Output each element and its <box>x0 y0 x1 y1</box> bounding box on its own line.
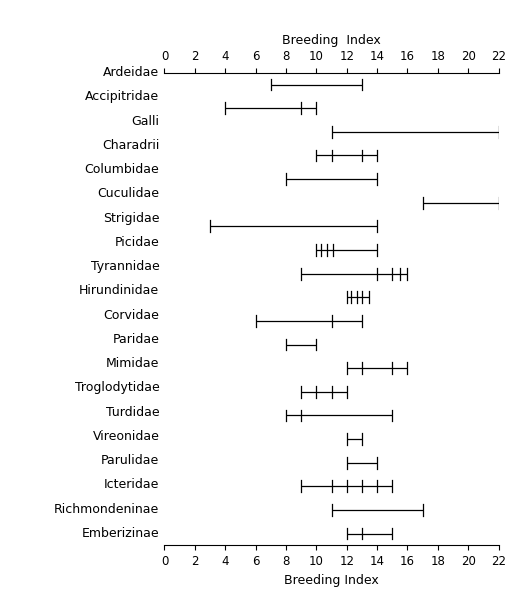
Text: Hirundinidae: Hirundinidae <box>79 284 159 298</box>
Text: Corvidae: Corvidae <box>103 308 159 322</box>
X-axis label: Breeding  Index: Breeding Index <box>282 35 381 47</box>
Text: Richmondeninae: Richmondeninae <box>54 502 159 516</box>
Text: Mimidae: Mimidae <box>106 357 159 370</box>
Text: Tyrannidae: Tyrannidae <box>90 260 159 273</box>
Text: Cuculidae: Cuculidae <box>97 187 159 201</box>
Text: Troglodytidae: Troglodytidae <box>75 381 159 395</box>
Text: Charadrii: Charadrii <box>102 139 159 152</box>
Text: Strigidae: Strigidae <box>103 211 159 225</box>
Text: Ardeidae: Ardeidae <box>103 66 159 79</box>
Text: Icteridae: Icteridae <box>104 478 159 491</box>
Text: Parulidae: Parulidae <box>101 454 159 467</box>
Text: Accipitridae: Accipitridae <box>85 90 159 104</box>
X-axis label: Breeding Index: Breeding Index <box>284 574 379 587</box>
Text: Turdidae: Turdidae <box>106 405 159 419</box>
Text: Picidae: Picidae <box>115 236 159 249</box>
Text: Paridae: Paridae <box>113 333 159 346</box>
Text: Emberizinae: Emberizinae <box>82 527 159 540</box>
Text: Galli: Galli <box>132 115 159 128</box>
Text: Columbidae: Columbidae <box>85 163 159 176</box>
Text: Vireonidae: Vireonidae <box>93 430 159 443</box>
